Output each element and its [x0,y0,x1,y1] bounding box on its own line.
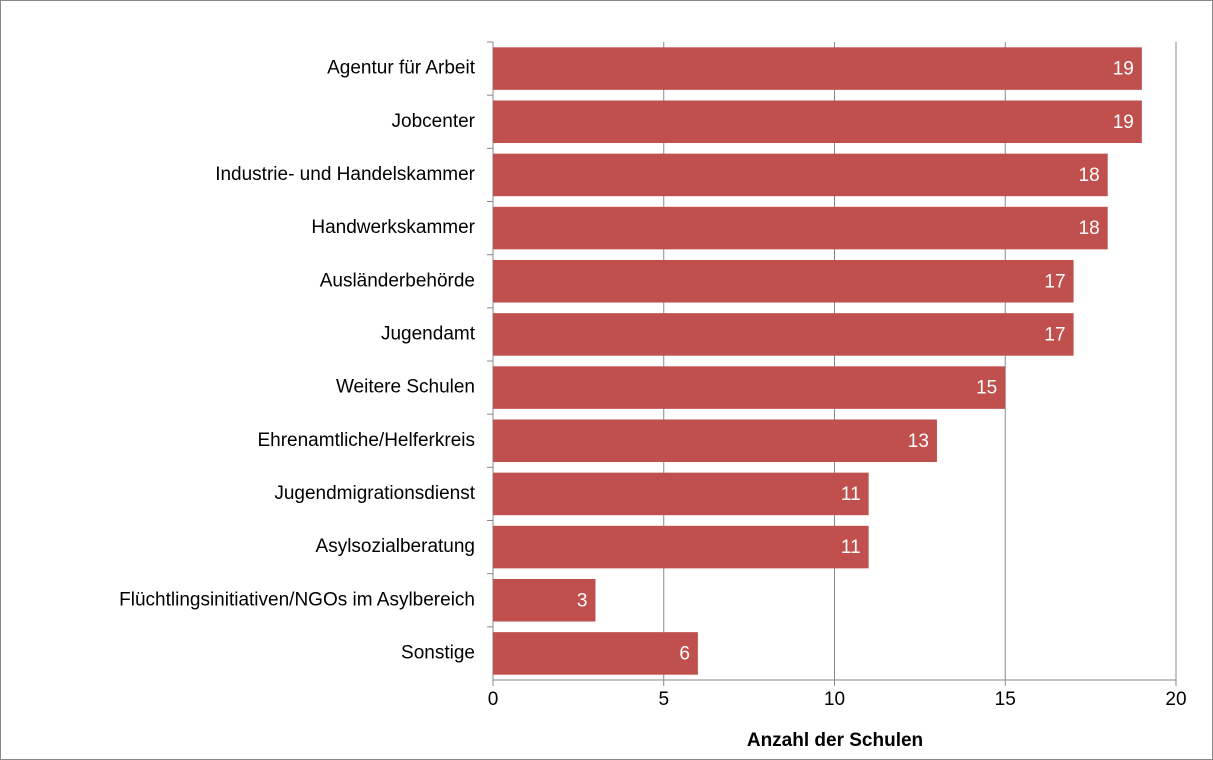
bar [493,366,1006,409]
y-tick-label: Jugendmigrationsdienst [274,483,475,504]
bar [493,525,869,569]
bar [493,578,596,622]
data-label: 19 [1113,112,1134,133]
bar [493,419,937,463]
bar [493,632,698,675]
x-tick-label: 5 [658,689,669,710]
x-tick-label: 20 [1165,689,1186,710]
bar [493,100,1142,144]
y-tick-label: Asylsozialberatung [316,536,475,557]
data-label: 19 [1113,59,1134,80]
y-tick-label: Jugendamt [381,323,476,344]
x-tick-label: 10 [824,689,845,710]
x-tick-label: 15 [995,689,1016,710]
data-label: 6 [679,643,690,664]
data-label: 15 [976,378,997,399]
data-label: 3 [577,590,588,611]
y-tick-label: Sonstige [401,642,475,663]
y-tick-label: Industrie- und Handelskammer [215,164,475,185]
data-label: 18 [1079,218,1100,239]
x-tick-label: 0 [488,689,499,710]
bar [493,313,1074,356]
y-tick-label: Weitere Schulen [336,377,475,398]
data-label: 17 [1044,271,1065,292]
y-tick-label: Flüchtlingsinitiativen/NGOs im Asylberei… [119,589,475,610]
y-tick-label: Agentur für Arbeit [327,58,476,79]
data-label: 11 [841,537,861,558]
data-label: 11 [841,484,861,505]
data-label: 13 [908,431,929,452]
bar [493,153,1108,197]
bar [493,47,1142,90]
y-tick-label: Ausländerbehörde [320,270,475,291]
y-tick-label: Ehrenamtliche/Helferkreis [257,430,475,451]
bar [493,259,1074,303]
bar [493,206,1108,250]
y-tick-label: Jobcenter [392,111,476,132]
data-label: 18 [1079,165,1100,186]
data-label: 17 [1044,324,1065,345]
y-tick-label: Handwerkskammer [311,217,475,238]
x-axis-label: Anzahl der Schulen [747,730,923,751]
bar [493,472,869,516]
